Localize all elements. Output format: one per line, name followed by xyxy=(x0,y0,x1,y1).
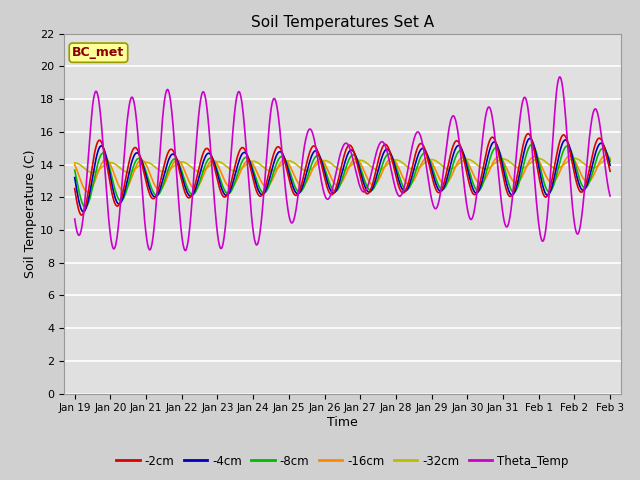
-2cm xyxy=(71,186,79,192)
Theta_Temp xyxy=(177,223,184,229)
-2cm xyxy=(606,168,614,174)
-8cm xyxy=(250,169,258,175)
-16cm xyxy=(71,162,79,168)
-32cm xyxy=(190,167,198,172)
-2cm xyxy=(190,185,198,191)
-4cm xyxy=(250,174,258,180)
-16cm xyxy=(496,155,504,160)
-4cm xyxy=(543,192,551,198)
-4cm xyxy=(190,190,198,195)
-16cm xyxy=(190,185,198,191)
Text: BC_met: BC_met xyxy=(72,46,125,59)
Theta_Temp xyxy=(71,216,79,222)
-2cm xyxy=(250,180,258,186)
Line: -16cm: -16cm xyxy=(75,156,610,192)
-8cm xyxy=(606,158,614,164)
Line: -8cm: -8cm xyxy=(75,144,610,207)
Line: -4cm: -4cm xyxy=(75,138,610,212)
-8cm xyxy=(71,167,79,173)
-16cm xyxy=(84,189,92,195)
Theta_Temp xyxy=(250,234,258,240)
-4cm xyxy=(71,175,79,180)
-32cm xyxy=(426,157,433,163)
-8cm xyxy=(177,167,185,172)
-32cm xyxy=(496,157,504,163)
-16cm xyxy=(426,156,433,162)
X-axis label: Time: Time xyxy=(327,416,358,429)
-2cm xyxy=(78,212,86,218)
-32cm xyxy=(89,169,97,175)
-32cm xyxy=(71,160,79,166)
-4cm xyxy=(426,159,433,165)
-4cm xyxy=(526,135,534,141)
-16cm xyxy=(543,175,550,180)
-2cm xyxy=(496,155,504,161)
-16cm xyxy=(602,153,609,158)
-16cm xyxy=(177,161,185,167)
-4cm xyxy=(606,162,614,168)
-32cm xyxy=(177,159,185,165)
Theta_Temp xyxy=(181,248,189,253)
Y-axis label: Soil Temperature (C): Soil Temperature (C) xyxy=(24,149,37,278)
Legend: -2cm, -4cm, -8cm, -16cm, -32cm, Theta_Temp: -2cm, -4cm, -8cm, -16cm, -32cm, Theta_Te… xyxy=(111,450,573,472)
-16cm xyxy=(250,163,258,169)
-8cm xyxy=(190,191,198,197)
Title: Soil Temperatures Set A: Soil Temperatures Set A xyxy=(251,15,434,30)
-2cm xyxy=(543,193,551,199)
Theta_Temp xyxy=(606,193,614,199)
Line: -2cm: -2cm xyxy=(75,133,610,215)
-8cm xyxy=(528,142,536,147)
-16cm xyxy=(606,157,614,163)
-8cm xyxy=(543,188,551,193)
-2cm xyxy=(177,175,185,181)
-4cm xyxy=(79,209,87,215)
-2cm xyxy=(426,164,433,170)
Theta_Temp xyxy=(556,74,564,80)
-2cm xyxy=(524,131,532,136)
-4cm xyxy=(177,170,185,176)
Theta_Temp xyxy=(426,186,433,192)
-8cm xyxy=(426,157,433,163)
-32cm xyxy=(250,158,258,164)
Theta_Temp xyxy=(190,169,198,175)
-32cm xyxy=(543,160,550,166)
Theta_Temp xyxy=(496,182,504,188)
-8cm xyxy=(81,204,89,210)
Line: Theta_Temp: Theta_Temp xyxy=(75,77,610,251)
-8cm xyxy=(496,149,504,155)
Line: -32cm: -32cm xyxy=(75,158,610,172)
-4cm xyxy=(496,150,504,156)
-32cm xyxy=(606,155,614,161)
Theta_Temp xyxy=(543,217,550,223)
